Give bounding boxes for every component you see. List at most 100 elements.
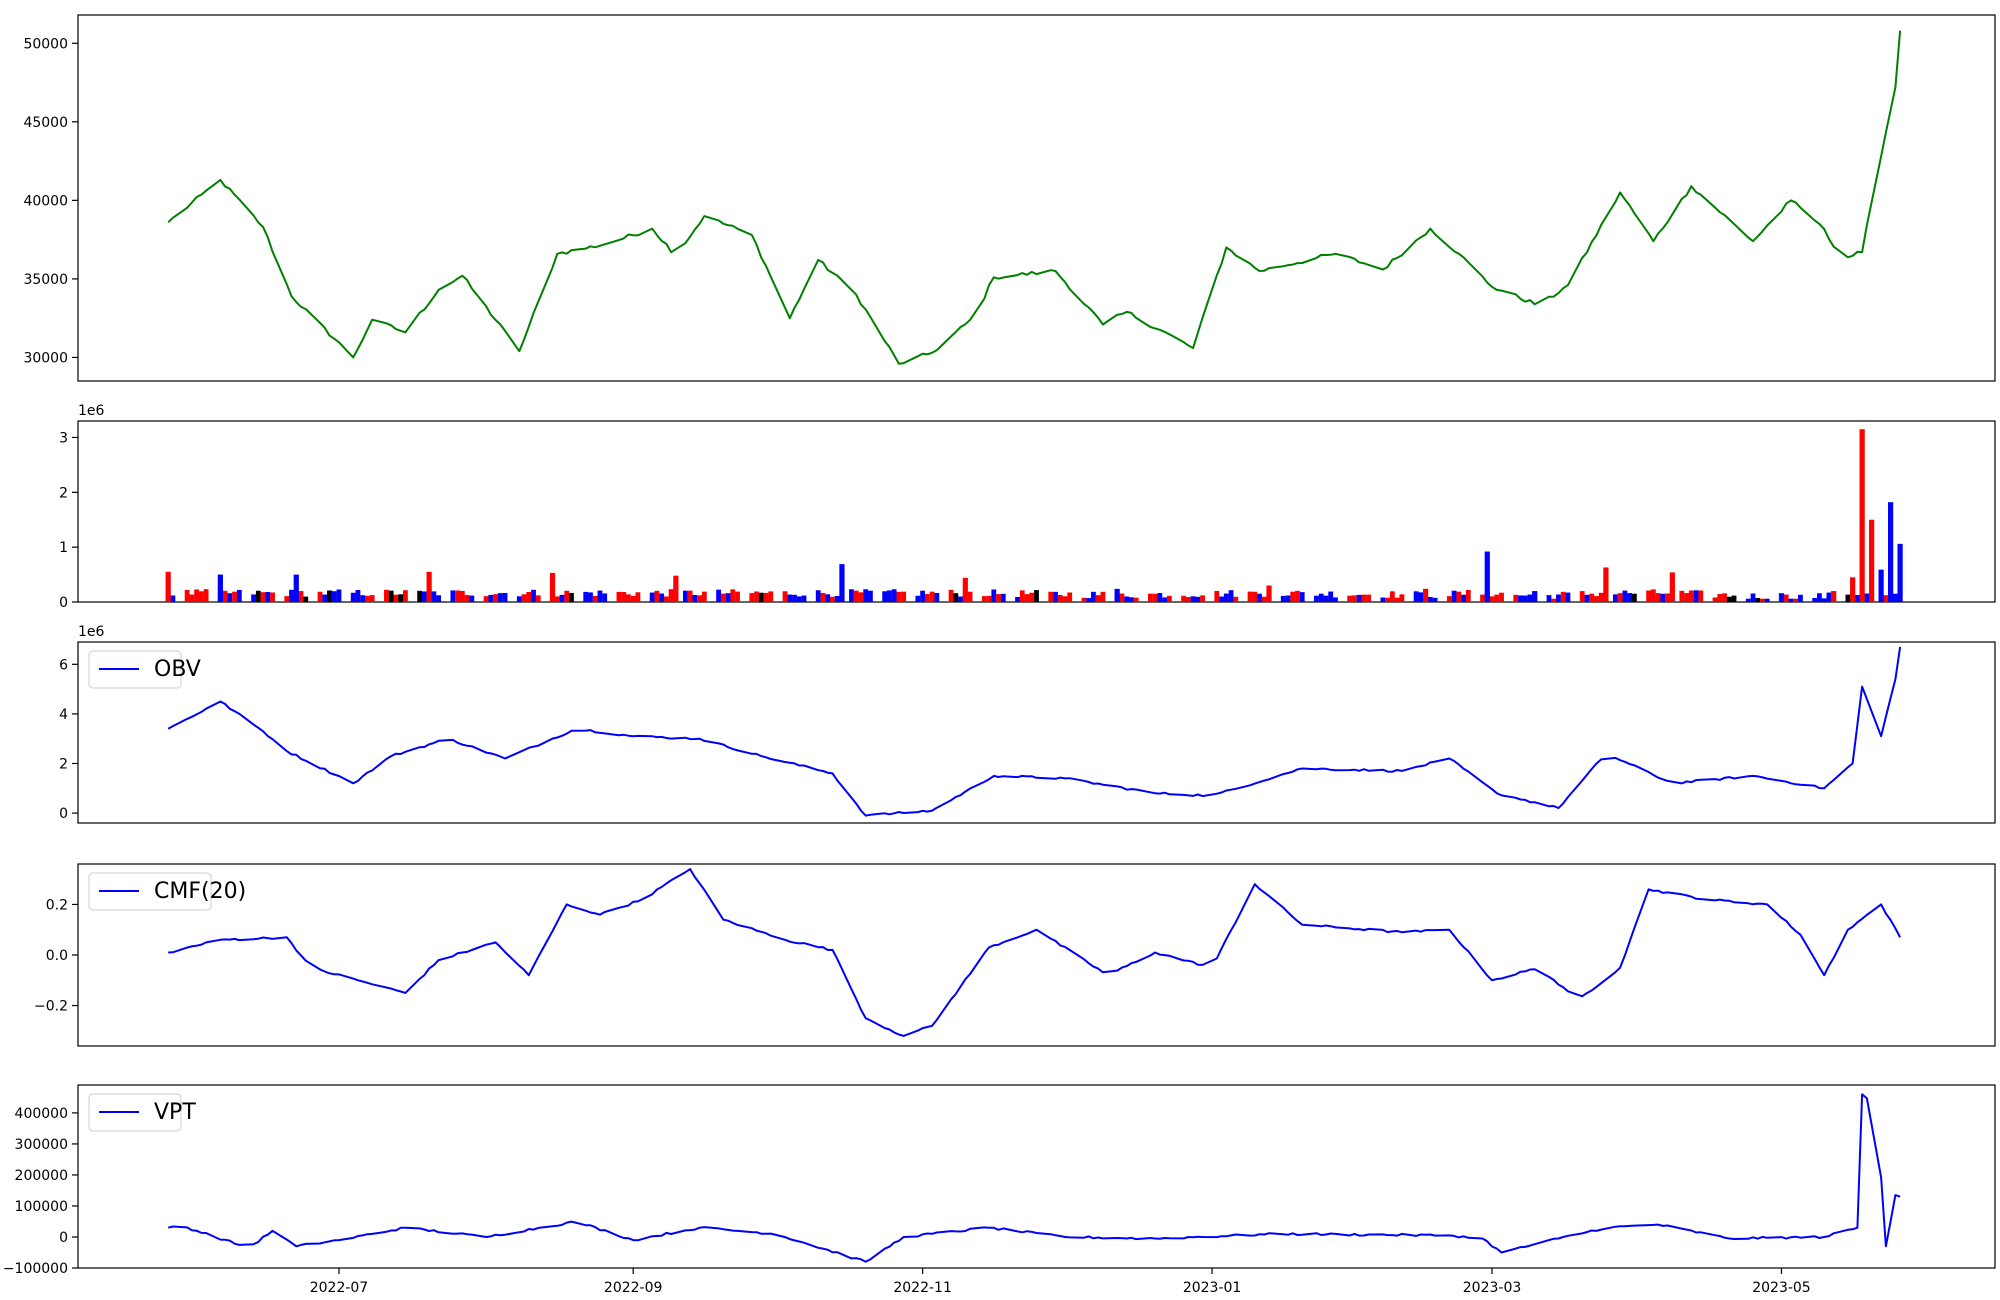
obv-ytick-label: 0 xyxy=(59,806,68,822)
obv-legend: OBV xyxy=(88,650,201,689)
volume-bar xyxy=(592,595,598,602)
vpt-plot-frame xyxy=(77,1084,1996,1269)
obv-ytick-label: 4 xyxy=(59,707,68,723)
volume-bar xyxy=(1854,595,1860,602)
volume-bar xyxy=(1622,590,1628,602)
cmf-ytick-label: −0.2 xyxy=(34,999,68,1015)
volume-bar xyxy=(1565,592,1571,602)
volume-bar xyxy=(1513,594,1519,602)
volume-bar xyxy=(1095,595,1101,602)
volume-bar xyxy=(1655,593,1661,602)
volume-bar xyxy=(502,592,508,602)
volume-bar xyxy=(1745,598,1751,602)
volume-bar xyxy=(1480,594,1485,602)
volume-bar xyxy=(682,590,688,602)
volume-offset-label: 1e6 xyxy=(78,403,105,419)
volume-bar xyxy=(920,590,926,602)
volume-bar xyxy=(1413,591,1419,602)
volume-bar xyxy=(165,571,171,602)
x-tick-label: 2022-09 xyxy=(604,1280,663,1296)
volume-bar xyxy=(1783,594,1789,602)
volume-bar xyxy=(1760,598,1765,602)
volume-bar xyxy=(1100,591,1106,602)
volume-bar xyxy=(934,592,940,602)
volume-bar xyxy=(1233,596,1239,602)
volume-bar xyxy=(1162,597,1168,602)
volume-bar xyxy=(1589,593,1595,602)
volume-bar xyxy=(1290,591,1296,602)
volume-bar xyxy=(521,594,527,602)
volume-bar xyxy=(360,595,366,602)
volume-bar xyxy=(649,592,655,602)
volume-bar xyxy=(730,589,736,602)
volume-bar xyxy=(996,594,1001,602)
volume-bar xyxy=(1788,598,1794,602)
volume-ytick-label: 0 xyxy=(59,595,68,611)
volume-bar xyxy=(1285,595,1291,602)
volume-bar xyxy=(891,589,897,602)
volume-bar xyxy=(1318,593,1324,602)
volume-bar xyxy=(958,596,963,602)
volume-bar xyxy=(526,591,532,602)
volume-bar xyxy=(616,591,622,602)
volume-bar xyxy=(203,589,209,602)
volume-bar xyxy=(820,592,826,602)
volume-bar xyxy=(516,596,522,602)
volume-bar xyxy=(1048,591,1054,602)
volume-bar xyxy=(549,572,556,602)
volume-bar xyxy=(1812,597,1818,602)
volume-bar xyxy=(369,595,375,602)
volume-bar xyxy=(1845,594,1851,602)
cmf-legend: CMF(20) xyxy=(88,872,246,911)
volume-bar xyxy=(1432,597,1438,602)
volume-bar xyxy=(782,591,788,602)
date-x-axis: 2022-07 2022-09 2022-11 2023-01 2023-03 2023-… xyxy=(310,1268,1811,1296)
volume-bar xyxy=(1527,594,1533,602)
volume-bar xyxy=(1755,597,1761,602)
obv-ytick-label: 6 xyxy=(59,657,68,673)
volume-bar xyxy=(436,595,442,602)
price-ytick-label: 40000 xyxy=(23,193,68,209)
volume-bar xyxy=(417,590,423,602)
volume-bar xyxy=(535,595,541,602)
obv-ytick-label: 2 xyxy=(59,756,68,772)
volume-bar xyxy=(1627,593,1633,602)
volume-bar xyxy=(1389,591,1395,602)
volume-bar xyxy=(1826,592,1832,602)
vpt-ytick-label: 100000 xyxy=(15,1199,68,1215)
volume-bar xyxy=(735,591,740,602)
volume-bar xyxy=(953,593,959,602)
volume-bar xyxy=(421,591,427,602)
volume-bar xyxy=(1124,596,1130,602)
volume-bar xyxy=(1219,596,1224,602)
volume-bar xyxy=(981,596,987,602)
volume-bar xyxy=(1456,591,1462,602)
volume-bar xyxy=(1617,593,1623,602)
volume-bar xyxy=(701,591,707,602)
volume-bar xyxy=(317,591,323,602)
volume-bar xyxy=(1067,592,1073,602)
volume-bar xyxy=(1722,593,1727,602)
volume-bar xyxy=(1831,591,1837,602)
vpt-legend: VPT xyxy=(88,1093,196,1132)
volume-bar xyxy=(1091,591,1096,602)
volume-bar xyxy=(1314,595,1319,602)
x-tick-label: 2023-01 xyxy=(1183,1280,1242,1296)
volume-bar xyxy=(1579,591,1585,602)
volume-panel: 0 1 2 3 1e6 xyxy=(59,403,1996,611)
volume-bar xyxy=(227,593,233,602)
volume-bar xyxy=(1181,595,1186,602)
volume-bar xyxy=(1859,429,1865,602)
volume-bar xyxy=(1778,593,1785,602)
volume-bar xyxy=(298,591,304,602)
volume-bar xyxy=(1195,596,1201,602)
volume-bar xyxy=(398,594,404,602)
cmf-series-line xyxy=(168,868,1901,1037)
vpt-ytick-label: 400000 xyxy=(15,1106,68,1122)
price-ytick-label: 30000 xyxy=(23,350,68,366)
volume-bar xyxy=(787,594,793,602)
volume-bar xyxy=(825,594,831,602)
volume-bar xyxy=(1000,593,1006,602)
volume-bar xyxy=(1295,590,1300,602)
